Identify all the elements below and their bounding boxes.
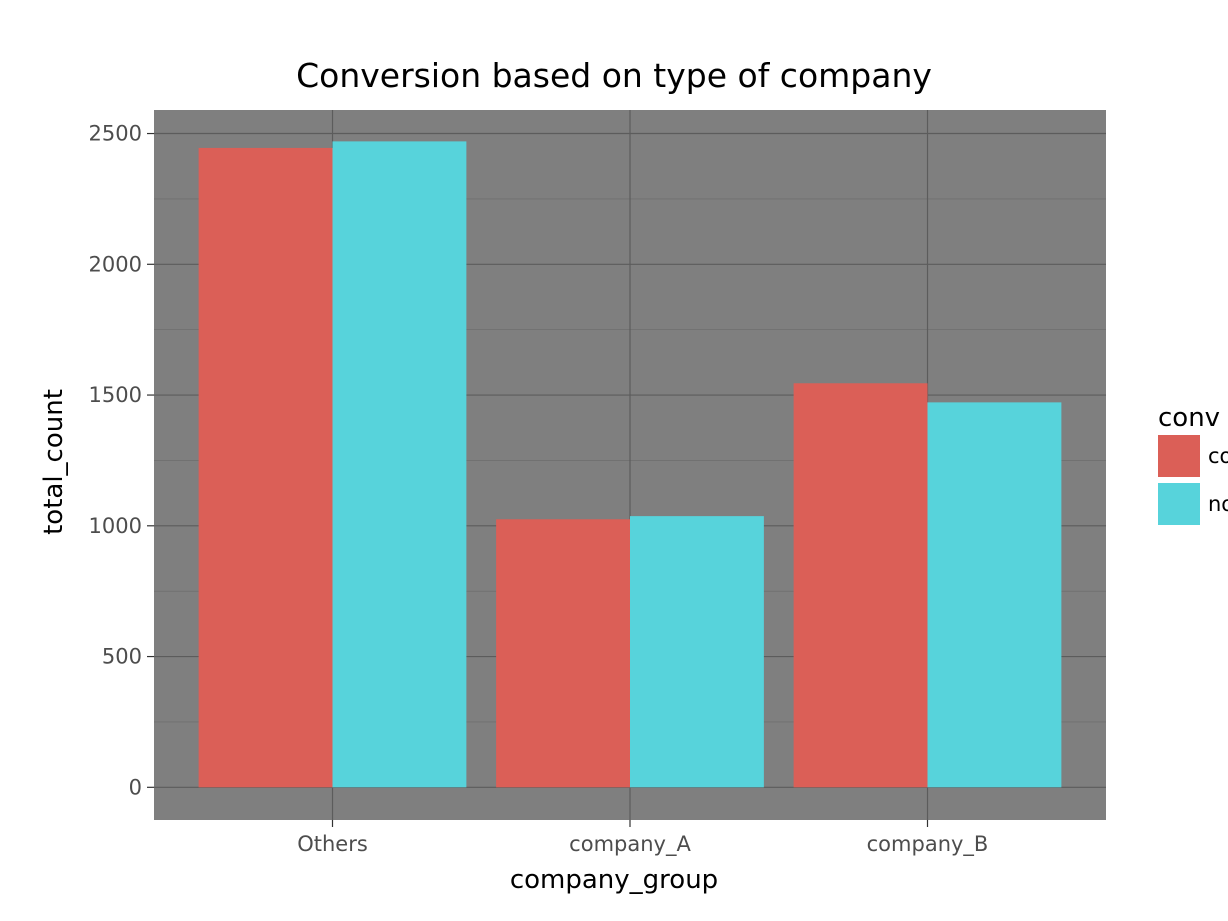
x-tick-label: company_A <box>569 832 691 857</box>
x-axis-title: company_group <box>510 865 718 895</box>
legend-label: co <box>1208 444 1228 468</box>
y-tick-label: 2500 <box>89 122 142 146</box>
bar-no-company_A <box>630 516 764 788</box>
y-tick-label: 500 <box>102 645 142 669</box>
x-tick-label: company_B <box>867 832 989 857</box>
y-axis-title: total_count <box>39 389 69 535</box>
legend-key-co <box>1158 435 1200 477</box>
x-axis: Others company_A company_B <box>297 820 988 857</box>
y-tick-label: 1000 <box>89 514 142 538</box>
bar-co-company_A <box>496 519 630 788</box>
legend-key-no <box>1158 483 1200 525</box>
legend: conv co no <box>1158 403 1228 525</box>
y-tick-label: 1500 <box>89 383 142 407</box>
bar-co-company_B <box>793 383 928 788</box>
bar-no-company_B <box>927 402 1062 788</box>
plot-panel <box>154 110 1106 820</box>
y-tick-label: 0 <box>129 775 142 799</box>
chart-title: Conversion based on type of company <box>296 56 932 95</box>
y-tick-label: 2000 <box>89 252 142 276</box>
x-tick-label: Others <box>297 832 368 856</box>
legend-title: conv <box>1158 403 1220 433</box>
legend-label: no <box>1208 492 1228 516</box>
y-axis: 0 500 1000 1500 2000 2500 <box>89 122 154 799</box>
bar-no-Others <box>332 141 467 788</box>
bar-co-Others <box>198 147 333 788</box>
